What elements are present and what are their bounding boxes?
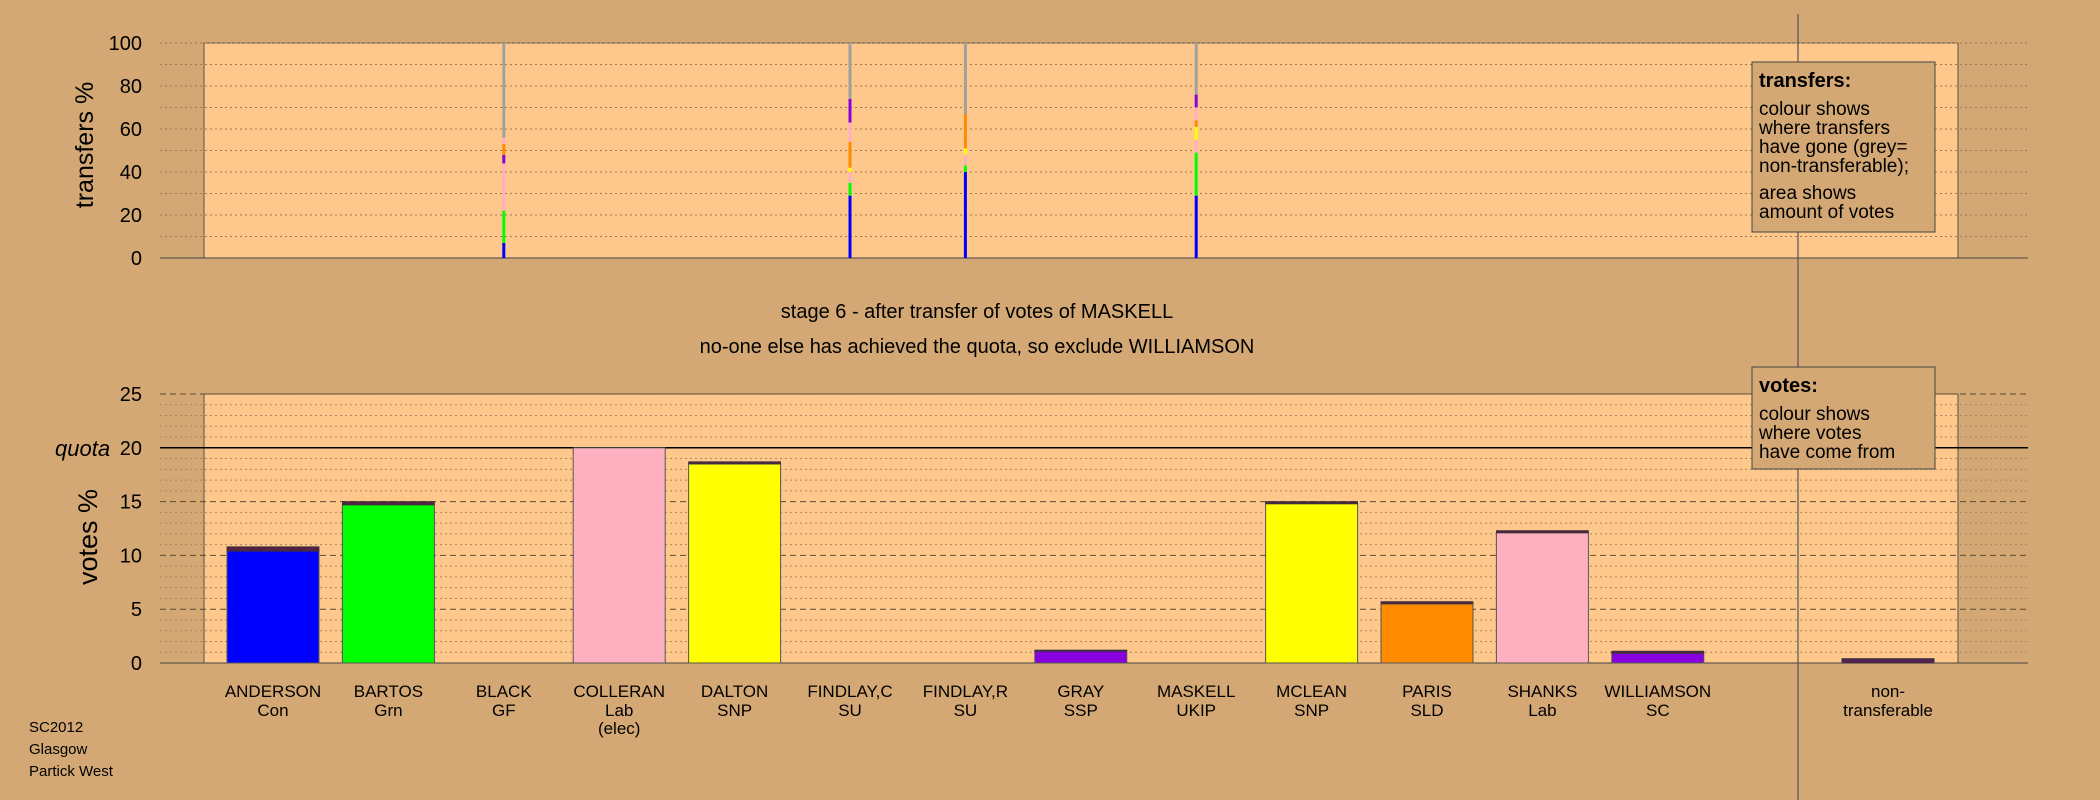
candidate-party: SLD <box>1410 701 1443 720</box>
vote-bar-transfer <box>226 546 320 552</box>
candidate-party: SC <box>1646 701 1670 720</box>
candidate-name: MASKELL <box>1157 682 1235 701</box>
transfers-legend-line: have gone (grey= <box>1759 137 1907 158</box>
votes-tick-label: 25 <box>120 384 142 406</box>
candidate-party: SU <box>838 701 862 720</box>
transfers-legend-line: amount of votes <box>1759 202 1894 223</box>
votes-axis-label: votes % <box>73 489 103 585</box>
transfers-tick-label: 0 <box>131 248 142 270</box>
votes-tick-label: 5 <box>131 599 142 621</box>
candidate-party: Lab <box>1528 701 1556 720</box>
votes-tick-label: 15 <box>120 492 142 514</box>
votes-plot-area <box>203 393 1959 664</box>
vote-bar-transfer <box>1034 649 1128 652</box>
candidate-name: WILLIAMSON <box>1604 682 1711 701</box>
vote-bar-transfer <box>688 461 781 465</box>
transfers-axis-label: transfers % <box>71 82 99 208</box>
transfers-legend-line: non-transferable); <box>1759 156 1909 177</box>
vote-bar <box>1380 603 1474 664</box>
stage-title: stage 6 - after transfer of votes of MAS… <box>781 301 1173 323</box>
footer-line-1: SC2012 <box>29 719 84 736</box>
transfers-legend: transfers: colour shows where transfers … <box>1751 61 1936 233</box>
vote-bar-transfer <box>1496 530 1589 534</box>
candidate-party: UKIP <box>1176 701 1216 720</box>
transfers-legend-line: area shows <box>1759 183 1856 204</box>
vote-bar <box>688 463 782 664</box>
nontransferable-label: transferable <box>1843 701 1933 720</box>
transfers-legend-line: colour shows <box>1759 99 1870 120</box>
footer-line-3: Partick West <box>29 763 113 780</box>
candidate-party: SNP <box>717 701 752 720</box>
candidate-name: DALTON <box>701 682 768 701</box>
transfers-legend-title: transfers: <box>1759 70 1851 92</box>
candidate-note: (elec) <box>598 719 641 738</box>
candidate-name: MCLEAN <box>1276 682 1347 701</box>
candidate-party: Con <box>257 701 288 720</box>
nontransferable-label: non- <box>1871 682 1905 701</box>
candidate-name: GRAY <box>1057 682 1104 701</box>
votes-legend-line: have come from <box>1759 442 1895 463</box>
transfers-tick-label: 60 <box>120 119 142 141</box>
candidate-party: Grn <box>374 701 402 720</box>
candidate-party: GF <box>492 701 516 720</box>
candidate-name: FINDLAY,R <box>923 682 1008 701</box>
stage-subtitle: no-one else has achieved the quota, so e… <box>700 336 1255 358</box>
candidate-name: PARIS <box>1402 682 1452 701</box>
votes-legend-title: votes: <box>1759 375 1818 397</box>
nontransferable-bar <box>1841 658 1935 664</box>
candidate-name: BLACK <box>476 682 532 701</box>
vote-bar-transfer <box>1380 601 1474 605</box>
vote-bar-transfer <box>1611 650 1705 654</box>
vote-bar <box>1611 652 1705 664</box>
footer-line-2: Glasgow <box>29 741 88 758</box>
candidate-party: Lab <box>605 701 633 720</box>
candidate-party: SSP <box>1064 701 1098 720</box>
vote-bar <box>1034 650 1128 664</box>
votes-legend-line: colour shows <box>1759 404 1870 425</box>
votes-legend: votes: colour shows where votes have com… <box>1751 366 1936 470</box>
transfers-tick-label: 100 <box>109 33 142 55</box>
vote-bar <box>1265 503 1359 664</box>
transfers-tick-label: 40 <box>120 162 142 184</box>
votes-tick-label: 0 <box>131 653 142 675</box>
votes-tick-label: 20 <box>120 438 142 460</box>
vote-bar-transfer <box>1265 501 1358 505</box>
candidate-name: ANDERSON <box>225 682 321 701</box>
votes-tick-label: 10 <box>120 545 142 567</box>
transfers-chart: 0 20 40 60 80 100 transfers % <box>71 33 2028 270</box>
quota-label: quota <box>55 436 110 461</box>
vote-bar-transfer <box>341 501 435 506</box>
transfers-tick-label: 20 <box>120 205 142 227</box>
vote-bar <box>572 447 666 664</box>
candidate-name: FINDLAY,C <box>807 682 892 701</box>
candidate-party: SNP <box>1294 701 1329 720</box>
candidate-name: SHANKS <box>1507 682 1577 701</box>
transfers-legend-line: where transfers <box>1758 118 1890 139</box>
votes-legend-line: where votes <box>1758 423 1861 444</box>
transfers-tick-label: 80 <box>120 76 142 98</box>
candidate-name: BARTOS <box>354 682 423 701</box>
candidate-party: SU <box>954 701 978 720</box>
vote-bar <box>226 550 320 664</box>
candidate-name: COLLERAN <box>573 682 665 701</box>
vote-bar <box>1495 532 1589 664</box>
vote-bar <box>341 504 435 664</box>
